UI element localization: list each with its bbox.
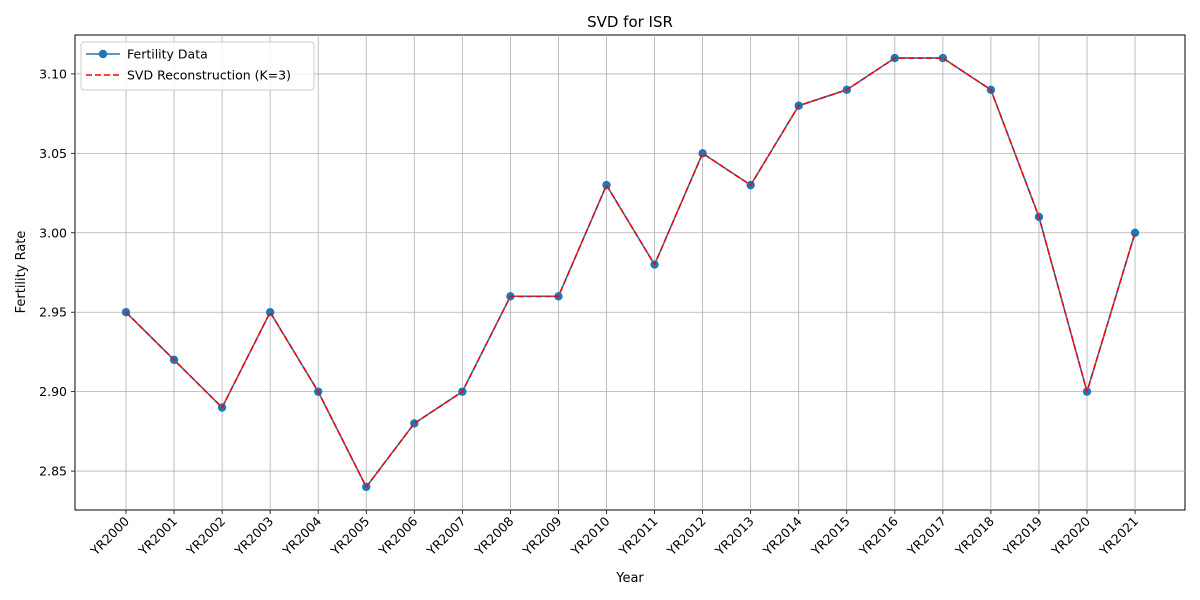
y-tick-label: 3.10 <box>39 66 67 81</box>
legend-box <box>80 41 315 91</box>
y-tick-label: 3.00 <box>39 225 67 240</box>
y-axis-ticks: 2.85 2.90 2.95 3.00 3.05 3.10 <box>39 66 75 479</box>
data-point-fertility-data <box>602 180 611 190</box>
x-axis-label: Year <box>615 571 644 586</box>
data-point-fertility-data <box>265 308 275 317</box>
y-axis-label: Fertility Rate <box>14 231 29 314</box>
legend-marker-fertility-data <box>98 49 108 59</box>
axes-frame <box>74 34 1186 511</box>
legend-label-fertility-data: Fertility Data <box>127 47 208 62</box>
y-tick-label: 3.05 <box>39 146 67 161</box>
data-point-fertility-data <box>698 149 707 158</box>
legend-label-svd-reconstruction: SVD Reconstruction (K=3) <box>127 68 291 83</box>
legend: Fertility Data SVD Reconstruction (K=3) <box>80 41 315 91</box>
series-layer <box>121 53 1140 492</box>
y-gridlines <box>75 73 1185 472</box>
y-tick-label: 2.90 <box>39 384 67 399</box>
chart-title: SVD for ISR <box>587 13 673 31</box>
y-tick-label: 2.95 <box>39 305 67 320</box>
series-line-svd-reconstruction-k-3 <box>125 57 1136 488</box>
data-point-fertility-data <box>1130 228 1140 237</box>
plot-area <box>74 34 1186 511</box>
x-gridlines <box>125 35 1136 510</box>
y-tick-label: 2.85 <box>39 464 67 479</box>
